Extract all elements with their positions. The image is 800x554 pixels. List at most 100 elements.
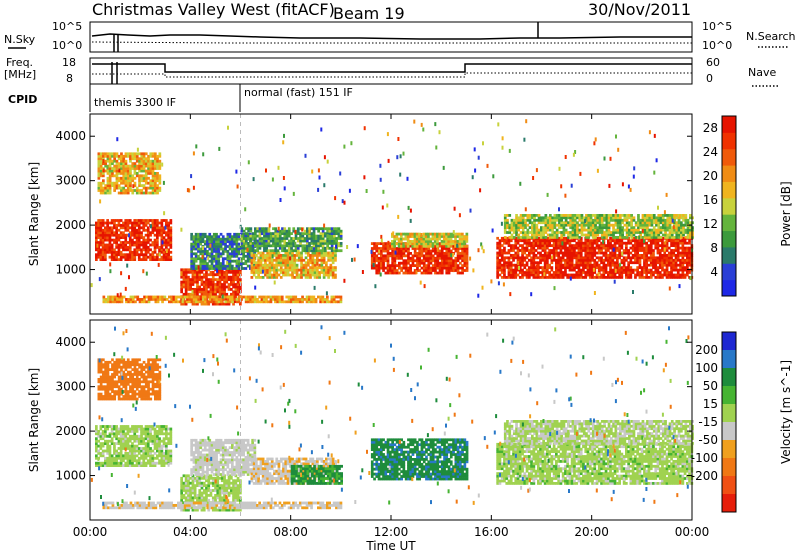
power-cell	[568, 266, 572, 269]
power-cell	[680, 231, 683, 234]
power-cell	[667, 263, 671, 267]
power-cell	[393, 244, 396, 248]
power-cell	[395, 237, 399, 241]
power-cell	[330, 232, 334, 235]
power-cell	[253, 264, 257, 268]
power-cell	[588, 258, 592, 262]
power-cell	[595, 241, 599, 245]
power-cell	[286, 268, 290, 272]
power-cell	[151, 226, 155, 230]
power-cell	[588, 254, 592, 257]
power-cell	[521, 268, 524, 272]
power-cell	[212, 264, 216, 268]
power-cell	[609, 258, 612, 262]
power-cell	[224, 237, 227, 241]
power-cell	[273, 273, 276, 277]
power-cell	[559, 251, 563, 255]
power-cell	[197, 254, 200, 258]
power-cell	[503, 239, 506, 243]
power-cell	[194, 232, 198, 236]
power-cell	[402, 259, 406, 263]
power-cell	[309, 254, 312, 257]
power-cell	[404, 235, 408, 238]
power-cell	[307, 276, 310, 279]
power-cell	[266, 276, 269, 279]
power-cell	[546, 226, 550, 229]
power-cell	[525, 244, 529, 247]
power-cell	[339, 244, 343, 248]
power-cell	[589, 231, 593, 234]
power-cell	[634, 251, 637, 255]
power-cell	[649, 258, 653, 262]
power-cell	[688, 239, 691, 243]
power-cell	[326, 227, 329, 231]
power-cell	[138, 152, 141, 156]
power-cell	[555, 261, 558, 265]
power-cell	[102, 174, 105, 178]
power-cell	[160, 255, 164, 259]
power-cell	[147, 154, 150, 158]
power-cell	[584, 246, 588, 250]
power-cell	[544, 218, 548, 222]
power-cell	[656, 273, 660, 277]
power-cell	[560, 233, 563, 237]
power-cell	[133, 236, 137, 239]
power-cell	[597, 249, 601, 252]
power-cell	[607, 249, 610, 252]
power-cell	[115, 167, 119, 170]
power-cell	[310, 234, 314, 238]
power-cell	[541, 241, 545, 245]
power-cell	[411, 244, 414, 248]
power-cell	[101, 221, 105, 225]
power-cell	[311, 271, 315, 274]
power-cell	[680, 233, 683, 237]
power-cell	[101, 236, 105, 239]
power-cell	[278, 239, 282, 243]
power-cell	[321, 244, 325, 248]
power-cell	[333, 249, 336, 253]
power-cell	[234, 285, 238, 289]
power-cell	[607, 256, 610, 260]
power-cell	[97, 224, 100, 227]
power-cell	[630, 228, 633, 232]
power-cell	[424, 242, 428, 246]
power-cell	[557, 276, 560, 279]
power-cell	[216, 280, 220, 284]
power-cell	[613, 263, 617, 267]
power-cell	[95, 228, 98, 232]
power-cell	[537, 246, 540, 250]
power-cell	[640, 241, 644, 245]
power-cell	[458, 242, 462, 246]
power-cell	[183, 300, 187, 304]
power-cell	[190, 252, 193, 256]
power-cell	[306, 249, 309, 253]
power-cell	[245, 237, 248, 240]
power-cell	[516, 263, 520, 267]
power-cell	[514, 254, 518, 257]
power-cell	[672, 268, 676, 272]
power-cell	[434, 252, 437, 255]
power-cell	[585, 223, 588, 227]
power-cell	[404, 242, 408, 246]
power-cell	[226, 267, 230, 270]
power-cell	[663, 251, 667, 255]
power-cell	[102, 191, 105, 195]
power-cell	[273, 258, 276, 262]
power-cell	[496, 261, 499, 265]
power-cell	[661, 236, 664, 240]
power-cell	[124, 221, 128, 225]
power-cell	[654, 263, 658, 267]
power-cell	[142, 221, 146, 225]
power-cell	[579, 268, 583, 272]
power-cell	[591, 249, 594, 252]
power-cell	[131, 233, 134, 237]
power-cell	[203, 262, 207, 265]
power-cell	[275, 268, 279, 272]
power-cell	[391, 252, 394, 255]
power-cell	[625, 246, 628, 250]
power-cell	[659, 216, 663, 220]
power-cell	[197, 237, 200, 241]
power-cell	[637, 218, 640, 222]
power-cell	[674, 276, 678, 279]
power-cell	[652, 221, 656, 225]
